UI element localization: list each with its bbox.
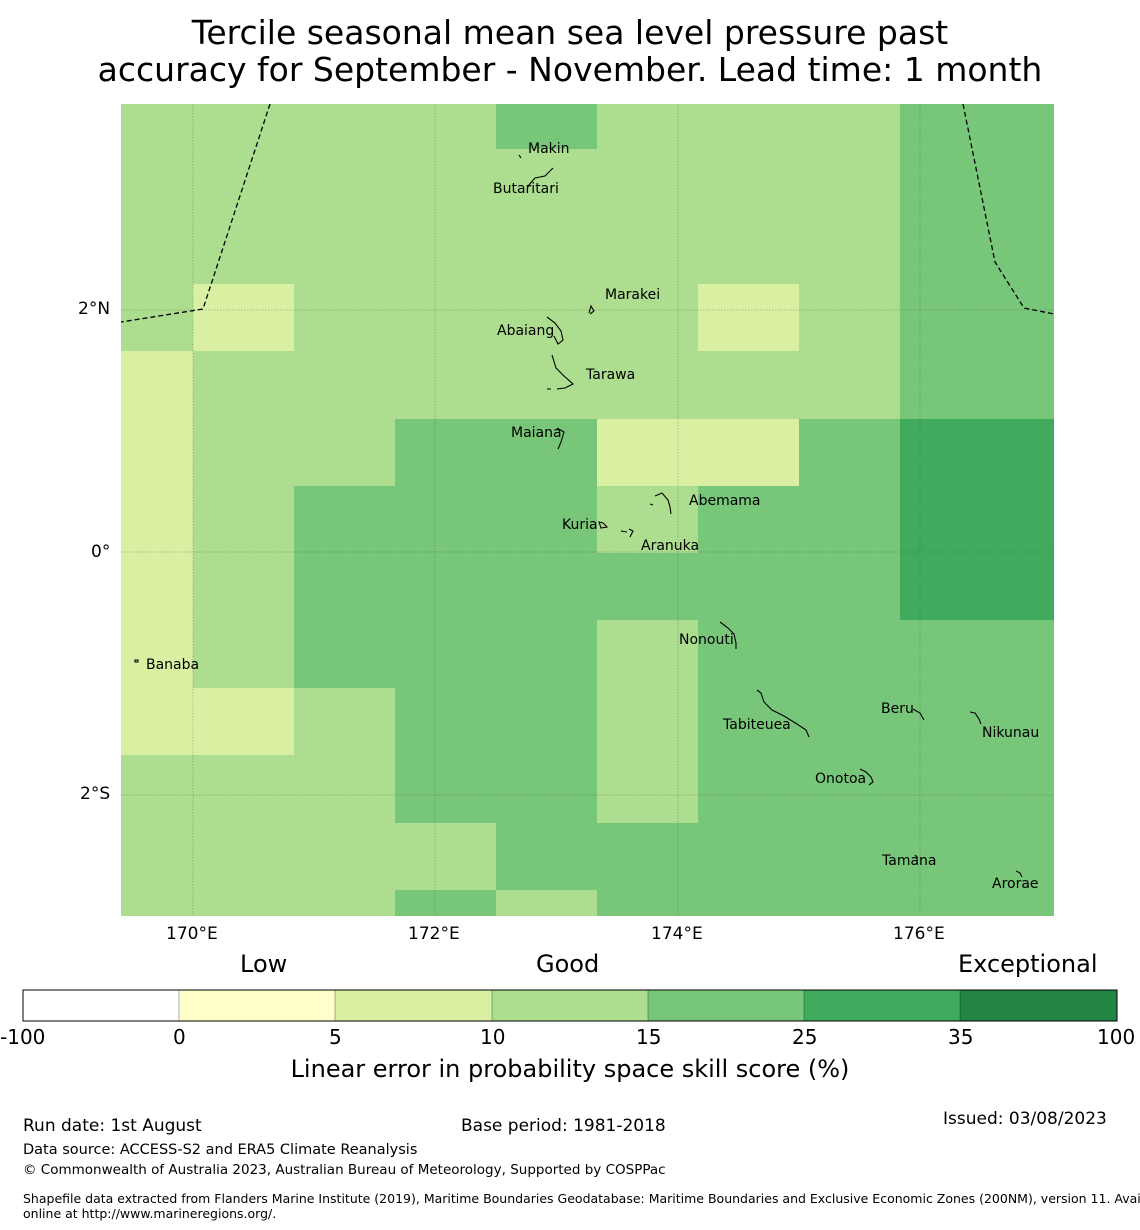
colorbar-tick: 35 (948, 1025, 974, 1049)
island-shape (547, 354, 574, 390)
island-label-banaba: Banaba (146, 657, 200, 673)
island-label-nonouti: Nonouti (679, 632, 734, 648)
skill-cell (597, 890, 1054, 916)
island-shape (719, 621, 737, 649)
category-label-exceptional: Exceptional (958, 950, 1098, 978)
eez-boundaries (120, 103, 1055, 323)
issued-date: Issued: 03/08/2023 (943, 1109, 1107, 1129)
colorbar-tick: 5 (329, 1025, 342, 1049)
skill-cell (900, 419, 1054, 620)
island-outlines (134, 154, 1023, 878)
skill-cell (698, 284, 799, 351)
skill-cell (597, 486, 698, 553)
skill-grid (121, 104, 1054, 916)
island-shape (756, 689, 810, 738)
island-label-aranuka: Aranuka (641, 538, 700, 554)
y-tick-label: 2°S (80, 784, 111, 804)
chart-title-line1: Tercile seasonal mean sea level pressure… (191, 13, 949, 52)
island-label-nikunau: Nikunau (982, 725, 1040, 741)
skill-cell (597, 419, 799, 486)
category-label-low: Low (240, 950, 288, 978)
island-label-butaritari: Butaritari (493, 181, 559, 197)
skill-cell (193, 688, 294, 755)
y-tick-label: 0° (91, 542, 111, 562)
skill-cell (294, 486, 597, 553)
island-shape (969, 711, 982, 725)
copyright: © Commonwealth of Australia 2023, Austra… (23, 1162, 666, 1178)
colorbar (22, 989, 1118, 1022)
colorbar-swatch (492, 990, 648, 1021)
island-shape (598, 521, 609, 529)
island-label-kuria: Kuria (562, 517, 598, 533)
island-label-beru: Beru (881, 701, 914, 717)
colorbar-swatch (179, 990, 335, 1021)
island-label-abemama: Abemama (689, 493, 761, 509)
island-label-marakei: Marakei (605, 287, 661, 303)
island-shape (518, 154, 522, 159)
colorbar-tick: 15 (636, 1025, 662, 1049)
island-label-tamana: Tamana (882, 853, 937, 869)
skill-cell (395, 890, 496, 916)
skill-cell (496, 104, 597, 149)
colorbar-swatch (804, 990, 960, 1021)
skill-cell (395, 419, 597, 486)
shapefile-credit-line1: Shapefile data extracted from Flanders M… (23, 1191, 1140, 1206)
island-shape (620, 528, 634, 538)
skill-cell (900, 104, 1054, 419)
colorbar-tick: 0 (173, 1025, 186, 1049)
island-label-tarawa: Tarawa (586, 367, 636, 383)
skill-cell (193, 284, 294, 351)
skill-cell (395, 688, 1054, 823)
island-shape (546, 316, 564, 345)
colorbar-tick: 25 (792, 1025, 818, 1049)
island-shape (914, 854, 919, 859)
x-tick-label: 174°E (651, 924, 703, 944)
run-date: Run date: 1st August (23, 1116, 202, 1136)
island-label-arorae: Arorae (992, 876, 1039, 892)
chart-title-line2: accuracy for September - November. Lead … (97, 50, 1043, 89)
x-tick-label: 172°E (408, 924, 460, 944)
gridlines (121, 104, 1054, 916)
island-shape (912, 708, 925, 721)
island-shape (527, 167, 554, 187)
skill-cell (121, 351, 193, 755)
island-label-onotoa: Onotoa (815, 771, 867, 787)
island-shape (1015, 870, 1023, 878)
colorbar-tick: 100 (1097, 1025, 1136, 1049)
colorbar-frame (22, 989, 1118, 1022)
base-period: Base period: 1981-2018 (461, 1116, 666, 1136)
colorbar-swatch (960, 990, 1117, 1021)
island-shape (134, 659, 139, 663)
x-tick-label: 176°E (893, 924, 945, 944)
island-shape (556, 427, 565, 450)
eez-boundary-east (962, 103, 1055, 315)
island-label-tabiteuea: Tabiteuea (723, 717, 791, 733)
island-label-maiana: Maiana (511, 425, 562, 441)
data-source: Data source: ACCESS-S2 and ERA5 Climate … (23, 1142, 418, 1158)
colorbar-tick: -100 (0, 1025, 46, 1049)
skill-cell (799, 419, 900, 486)
shapefile-credit-line2: online at http://www.marineregions.org/. (23, 1206, 277, 1221)
island-label-abaiang: Abaiang (497, 323, 555, 339)
island-shape (649, 492, 672, 515)
colorbar-swatch (23, 990, 179, 1021)
category-label-good: Good (536, 950, 600, 978)
colorbar-swatch (648, 990, 804, 1021)
skill-cell (698, 486, 900, 553)
island-shape (588, 304, 595, 315)
colorbar-label: Linear error in probability space skill … (290, 1055, 850, 1083)
colorbar-tick: 10 (480, 1025, 506, 1049)
x-tick-label: 170°E (166, 924, 218, 944)
island-shape (859, 768, 874, 786)
y-tick-label: 2°N (78, 299, 111, 319)
island-label-makin: Makin (528, 141, 570, 157)
skill-cell (900, 620, 1054, 688)
skill-cell (597, 620, 698, 823)
colorbar-swatch (335, 990, 492, 1021)
skill-cell (496, 823, 1054, 890)
